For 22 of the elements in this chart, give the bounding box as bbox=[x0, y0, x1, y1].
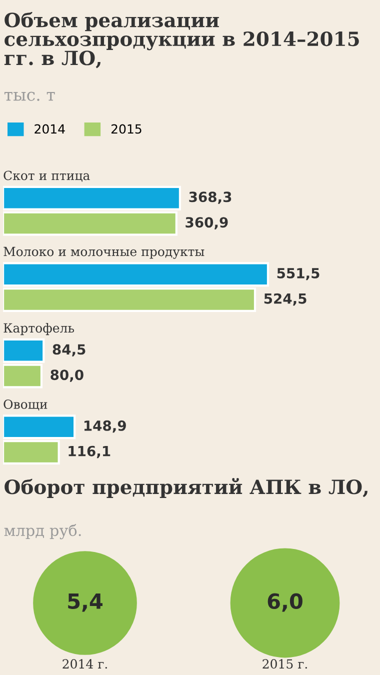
data-label: 84,5 bbox=[52, 344, 86, 356]
data-label: 6,0 bbox=[268, 593, 302, 612]
y-tick-label: Скот и птица bbox=[4, 170, 90, 182]
text: Оборот предприятий АПК в ЛО, bbox=[4, 478, 368, 498]
legend-label: 2015 bbox=[111, 124, 142, 134]
data-label: 5,4 bbox=[68, 594, 102, 612]
category-label: 2015 г. bbox=[262, 659, 307, 669]
data-label: 551,5 bbox=[277, 268, 320, 280]
chart-title: Объем реализации сельхозпродукции в 2014–2015 гг. в ЛО, bbox=[4, 12, 359, 68]
y-tick-label: Молоко и молочные продукты bbox=[4, 246, 204, 259]
y-tick-label: Картофель bbox=[4, 322, 74, 336]
text: млрд руб. bbox=[4, 524, 81, 540]
data-label: 80,0 bbox=[50, 370, 84, 382]
category-label: 2014 г. bbox=[62, 659, 107, 669]
data-label: 524,5 bbox=[264, 293, 306, 306]
y-tick-label: Овощи bbox=[4, 399, 48, 410]
legend-label: 2014 bbox=[34, 124, 65, 134]
data-label: 360,9 bbox=[186, 217, 228, 230]
data-label: 116,1 bbox=[68, 446, 110, 458]
data-label: 148,9 bbox=[84, 420, 126, 433]
data-label: 368,3 bbox=[189, 192, 232, 204]
chart-subtitle: тыс. т bbox=[4, 92, 55, 101]
